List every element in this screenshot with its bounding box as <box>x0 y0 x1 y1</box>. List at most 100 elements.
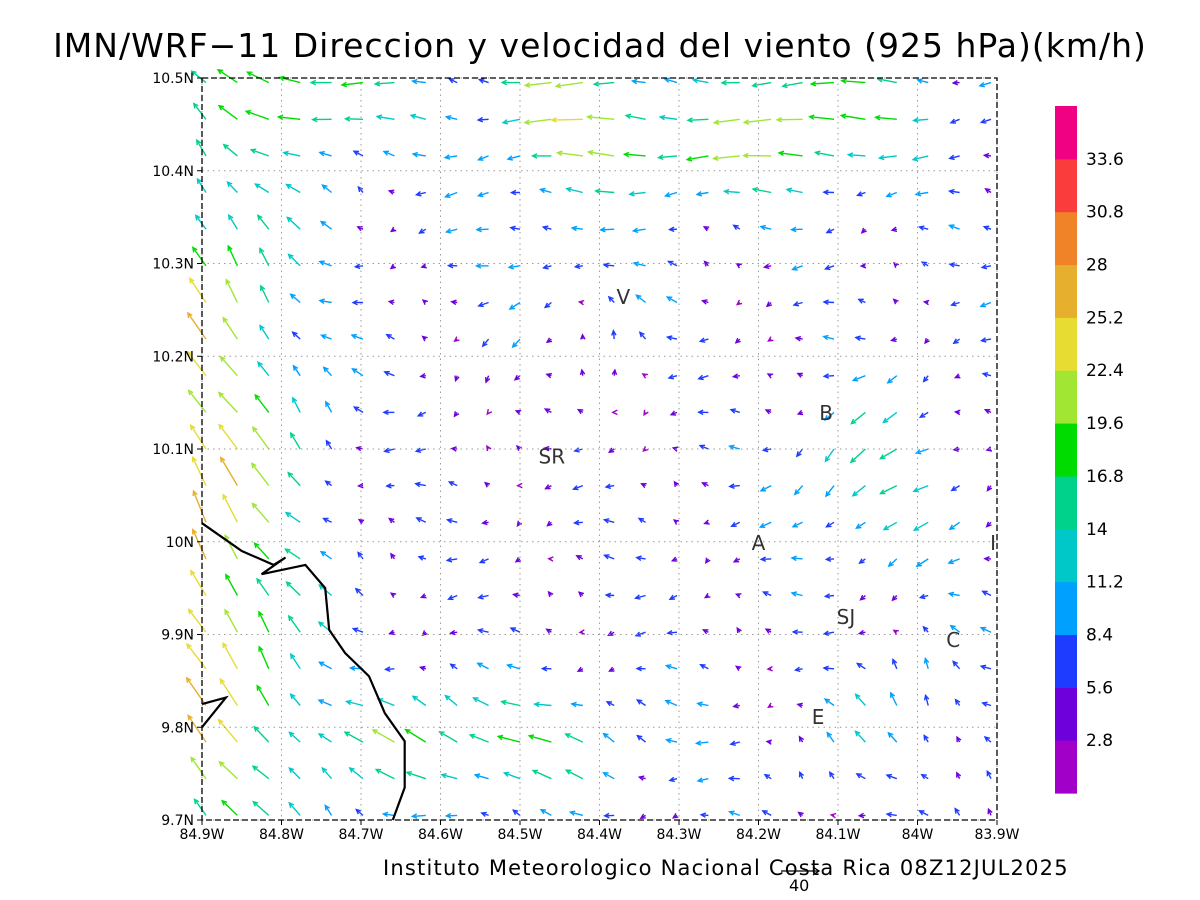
wind-vector <box>854 730 866 743</box>
wind-vector <box>194 798 207 816</box>
wind-vector-head <box>418 665 426 672</box>
wind-vector-head <box>791 265 798 271</box>
wind-vector-head <box>419 593 427 599</box>
wind-vector-head <box>190 569 196 576</box>
wind-vector-head <box>637 775 645 781</box>
wind-vector-head <box>258 610 264 617</box>
wind-vector-head <box>480 811 487 817</box>
wind-vector <box>571 703 583 707</box>
wind-vector-head <box>373 80 381 87</box>
wind-vector-head <box>767 336 774 342</box>
wind-vector-head <box>354 587 361 594</box>
wind-vector-head <box>791 629 799 635</box>
wind-vector-head <box>877 154 885 161</box>
wind-vector-head <box>545 372 553 379</box>
wind-vector-head <box>641 373 648 379</box>
wind-vector <box>383 150 395 157</box>
wind-vector-head <box>761 591 769 597</box>
wind-vector <box>224 609 239 633</box>
wind-vector <box>949 263 960 267</box>
wind-vector-head <box>389 592 397 599</box>
wind-vector-head <box>222 143 229 150</box>
wind-vector-head <box>813 150 821 156</box>
wind-vector <box>882 411 898 423</box>
wind-vector-head <box>856 191 863 197</box>
wind-vector-head <box>409 113 417 120</box>
wind-vector <box>697 702 709 707</box>
wind-vector-head <box>472 697 479 703</box>
wind-vector <box>791 592 803 597</box>
wind-vector-head <box>351 368 358 374</box>
wind-vector-head <box>892 629 899 635</box>
wind-vector-head <box>356 482 364 489</box>
wind-vector-head <box>790 555 797 562</box>
wind-vector <box>413 153 426 157</box>
wind-vector <box>412 695 427 707</box>
wind-vector-head <box>766 373 774 379</box>
place-label: I <box>990 531 996 555</box>
wind-vector-head <box>730 521 737 528</box>
wind-vector <box>825 485 835 497</box>
wind-vector <box>540 188 552 194</box>
wind-vector <box>228 214 238 230</box>
x-tick-label: 83.9W <box>974 827 1019 843</box>
wind-vector-head <box>599 226 606 233</box>
colorbar-segment <box>1055 423 1077 477</box>
wind-vector <box>916 558 929 567</box>
wind-vector <box>603 772 615 780</box>
wind-vector-head <box>759 556 767 562</box>
wind-vector-head <box>225 278 231 285</box>
wind-vector-head <box>219 355 226 362</box>
wind-vector-head <box>438 731 445 737</box>
wind-vector <box>786 188 803 194</box>
wind-vector <box>477 662 489 670</box>
wind-vector-head <box>634 631 642 637</box>
wind-vector <box>469 734 489 743</box>
wind-vector <box>624 153 646 157</box>
wind-vector-head <box>922 376 929 383</box>
wind-vector-head <box>252 800 259 807</box>
wind-vector-head <box>285 183 292 190</box>
wind-vector <box>290 432 301 450</box>
wind-vector-head <box>381 811 389 818</box>
wind-vector-head <box>917 225 925 231</box>
wind-vector-head <box>190 70 197 76</box>
wind-vector-head <box>317 661 325 667</box>
wind-vector-head <box>914 449 922 455</box>
wind-vector-head <box>952 660 959 667</box>
wind-vector-head <box>705 557 711 565</box>
credit-text: Instituto Meteorologico Nacional Costa R… <box>383 856 1069 880</box>
wind-vector <box>285 548 301 560</box>
wind-vector <box>604 554 615 560</box>
wind-vector-head <box>822 334 829 341</box>
wind-vector <box>384 371 395 377</box>
wind-vector-head <box>573 519 580 526</box>
wind-vector <box>979 81 992 87</box>
wind-vector-head <box>949 118 957 124</box>
wind-vector <box>221 800 238 816</box>
wind-vector-head <box>979 626 987 633</box>
wind-vector-head <box>355 445 362 452</box>
wind-vector-head <box>822 299 829 306</box>
wind-vector-head <box>759 486 767 492</box>
wind-vector-head <box>476 191 484 198</box>
wind-vector-head <box>219 456 226 463</box>
wind-vector-head <box>699 812 707 818</box>
colorbar-segment <box>1055 740 1077 794</box>
wind-vector-head <box>765 739 773 745</box>
wind-vector-head <box>638 331 645 338</box>
colorbar-label: 28 <box>1086 256 1108 276</box>
wind-vector <box>186 643 207 670</box>
wind-vector-head <box>292 364 299 371</box>
wind-vector <box>288 253 301 267</box>
colorbar-label: 2.8 <box>1086 731 1113 751</box>
wind-vector-head <box>192 102 199 109</box>
wind-vector <box>666 739 678 743</box>
wind-vector-head <box>602 518 610 524</box>
wind-vector-head <box>447 481 455 487</box>
wind-vector-head <box>734 337 741 344</box>
wind-vector-head <box>443 192 451 198</box>
wind-vector-head <box>514 557 522 563</box>
y-tick-label: 10.3N <box>152 257 194 273</box>
